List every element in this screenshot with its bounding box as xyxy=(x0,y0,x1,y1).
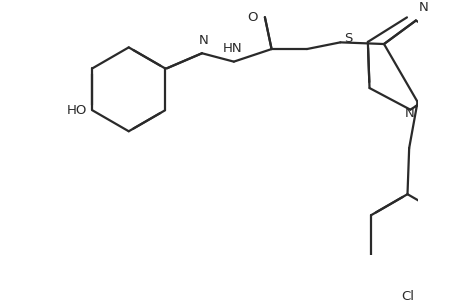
Text: O: O xyxy=(247,11,257,24)
Text: S: S xyxy=(343,32,351,46)
Text: HN: HN xyxy=(222,42,241,55)
Text: Cl: Cl xyxy=(400,290,413,300)
Text: N: N xyxy=(403,107,413,120)
Text: N: N xyxy=(198,34,208,46)
Text: HO: HO xyxy=(67,104,87,117)
Text: N: N xyxy=(418,1,428,14)
